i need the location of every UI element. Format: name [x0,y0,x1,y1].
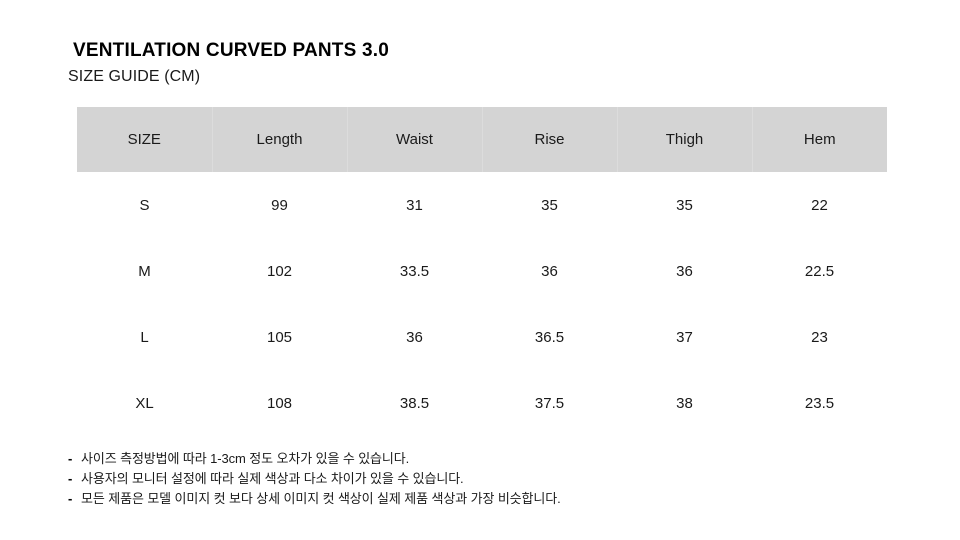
notes-list: - 사이즈 측정방법에 따라 1-3cm 정도 오차가 있을 수 있습니다. -… [68,449,888,509]
cell-thigh: 38 [617,370,752,436]
note-item: - 사이즈 측정방법에 따라 1-3cm 정도 오차가 있을 수 있습니다. [68,449,888,469]
cell-thigh: 36 [617,238,752,304]
cell-thigh: 35 [617,172,752,238]
size-guide-table: SIZE Length Waist Rise Thigh Hem S 99 31… [77,107,887,436]
cell-length: 105 [212,304,347,370]
note-item: - 사용자의 모니터 설정에 따라 실제 색상과 다소 차이가 있을 수 있습니… [68,469,888,489]
table-header-row: SIZE Length Waist Rise Thigh Hem [77,107,887,172]
column-header-waist: Waist [347,107,483,172]
note-text: 모든 제품은 모델 이미지 컷 보다 상세 이미지 컷 색상이 실제 제품 색상… [81,491,561,506]
cell-rise: 36 [482,238,617,304]
cell-rise: 35 [482,172,617,238]
table-row: M 102 33.5 36 36 22.5 [77,238,887,304]
table-header: SIZE Length Waist Rise Thigh Hem [77,107,887,172]
column-header-hem: Hem [803,131,836,148]
cell-hem: 23.5 [752,370,887,436]
cell-waist: 31 [347,172,482,238]
cell-size: M [77,238,212,304]
cell-size: S [77,172,212,238]
cell-rise: 36.5 [482,304,617,370]
table-body: S 99 31 35 35 22 M 102 33.5 36 36 22.5 L… [77,172,887,436]
cell-rise: 37.5 [482,370,617,436]
column-header-length: Length [212,107,348,172]
page-title: VENTILATION CURVED PANTS 3.0 [73,40,389,61]
column-header-thigh: Thigh [617,107,753,172]
cell-waist: 33.5 [347,238,482,304]
cell-length: 99 [212,172,347,238]
table-row: S 99 31 35 35 22 [77,172,887,238]
cell-hem: 22.5 [752,238,887,304]
cell-length: 102 [212,238,347,304]
column-header-rise: Rise [482,107,618,172]
size-guide-subtitle: SIZE GUIDE (CM) [68,68,201,85]
table-row: XL 108 38.5 37.5 38 23.5 [77,370,887,436]
cell-hem: 22 [752,172,887,238]
cell-size: XL [77,370,212,436]
table-row: L 105 36 36.5 37 23 [77,304,887,370]
note-text: 사용자의 모니터 설정에 따라 실제 색상과 다소 차이가 있을 수 있습니다. [81,471,464,486]
note-item: - 모든 제품은 모델 이미지 컷 보다 상세 이미지 컷 색상이 실제 제품 … [68,489,888,509]
cell-thigh: 37 [617,304,752,370]
bullet-dash-icon: - [68,451,73,466]
title-block: VENTILATION CURVED PANTS 3.0 SIZE GUIDE … [68,40,389,86]
cell-size: L [77,304,212,370]
column-header-size: SIZE [77,107,213,172]
bullet-dash-icon: - [68,491,73,506]
cell-length: 108 [212,370,347,436]
bullet-dash-icon: - [68,471,73,486]
note-text: 사이즈 측정방법에 따라 1-3cm 정도 오차가 있을 수 있습니다. [81,451,410,466]
cell-waist: 38.5 [347,370,482,436]
cell-hem: 23 [752,304,887,370]
cell-waist: 36 [347,304,482,370]
